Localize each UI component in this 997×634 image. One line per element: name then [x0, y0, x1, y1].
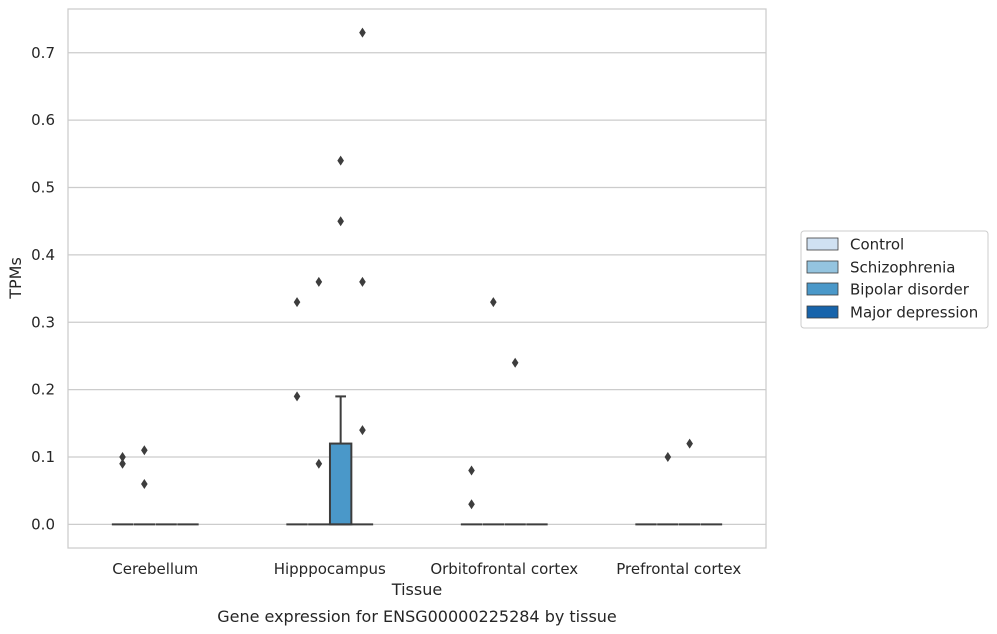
- outlier-point: [141, 445, 148, 456]
- chart-caption: Gene expression for ENSG00000225284 by t…: [217, 607, 617, 626]
- x-tick-label: Orbitofrontal cortex: [430, 560, 578, 578]
- outlier-point: [359, 425, 366, 436]
- x-tick-label: Prefrontal cortex: [616, 560, 741, 578]
- outlier-point: [468, 465, 475, 476]
- legend-item-schizophrenia: Schizophrenia: [806, 259, 955, 277]
- y-tick-label: 0.2: [31, 381, 55, 399]
- outlier-point: [337, 155, 344, 166]
- outlier-point: [293, 391, 301, 402]
- x-tick-label: Hipppocampus: [274, 560, 386, 578]
- outlier-point: [686, 438, 693, 449]
- y-tick-label: 0.0: [31, 515, 55, 533]
- legend: Control Schizophrenia Bipolar disorder M…: [800, 230, 989, 329]
- y-tick-label: 0.4: [31, 246, 55, 264]
- y-axis-label: TPMs: [6, 257, 25, 300]
- legend-label-major-depression: Major depression: [850, 304, 978, 322]
- box-body: [328, 442, 353, 526]
- outlier-point: [315, 276, 323, 287]
- legend-label-bipolar-disorder: Bipolar disorder: [850, 281, 970, 299]
- legend-item-control: Control: [806, 236, 904, 254]
- outlier-point: [293, 297, 301, 308]
- outlier-point: [119, 452, 126, 463]
- legend-swatch-bipolar-disorder: [806, 282, 839, 296]
- outlier-point: [119, 458, 126, 469]
- legend-swatch-major-depression: [806, 305, 839, 319]
- outlier-point: [359, 27, 366, 38]
- y-tick-label: 0.7: [31, 44, 55, 62]
- y-tick-label: 0.5: [31, 179, 55, 197]
- outlier-point: [359, 276, 366, 287]
- y-tick-label: 0.3: [31, 313, 55, 331]
- legend-item-bipolar-disorder: Bipolar disorder: [806, 281, 970, 299]
- outlier-point: [468, 499, 475, 510]
- outlier-point: [337, 216, 344, 227]
- outlier-point: [141, 478, 148, 489]
- gridlines: [68, 52, 766, 526]
- y-tick-label: 0.1: [31, 448, 55, 466]
- plot-frame: [67, 8, 767, 549]
- legend-item-major-depression: Major depression: [806, 304, 978, 322]
- x-tick-labels: Cerebellum Hipppocampus Orbitofrontal cort…: [112, 560, 741, 578]
- outlier-point: [664, 452, 672, 463]
- x-tick-label: Cerebellum: [112, 560, 198, 578]
- box-1-2: [328, 395, 353, 526]
- y-tick-label: 0.6: [31, 111, 55, 129]
- legend-label-control: Control: [850, 236, 904, 254]
- legend-swatch-schizophrenia: [806, 260, 839, 274]
- y-tick-labels: 0.0 0.1 0.2 0.3 0.4 0.5 0.6 0.7: [31, 44, 55, 534]
- legend-frame: [800, 230, 989, 329]
- boxes: [111, 395, 723, 526]
- x-axis-label: Tissue: [391, 580, 442, 599]
- outliers: [119, 27, 693, 510]
- outlier-point: [315, 458, 323, 469]
- legend-label-schizophrenia: Schizophrenia: [850, 259, 955, 277]
- legend-swatch-control: [806, 237, 839, 251]
- outlier-point: [511, 357, 519, 368]
- outlier-point: [490, 297, 497, 308]
